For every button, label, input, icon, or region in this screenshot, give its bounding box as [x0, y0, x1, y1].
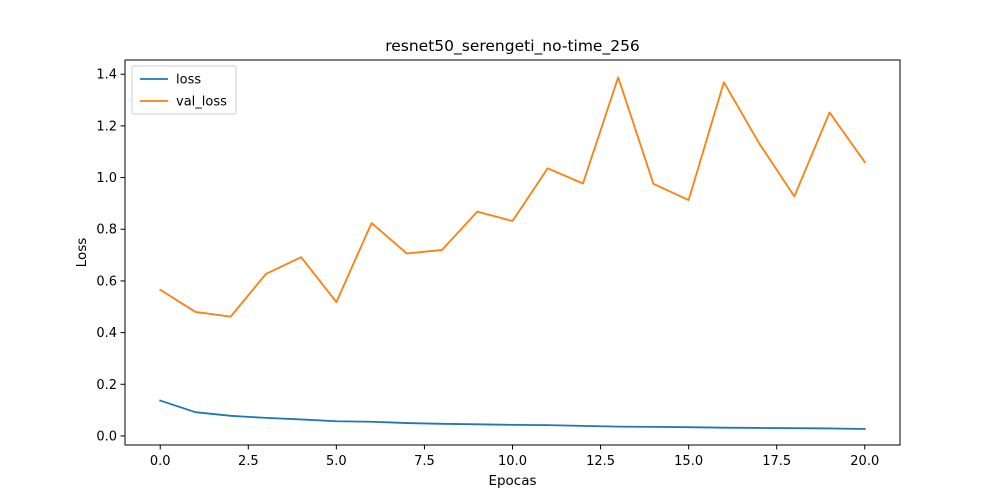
axes-frame	[124, 59, 901, 446]
legend-entry-label: val_loss	[176, 95, 227, 110]
x-tick-label: 20.0	[850, 454, 879, 469]
y-axis-label: Loss	[74, 238, 90, 268]
x-tick-label: 5.0	[326, 454, 347, 469]
y-tick-label: 0.4	[96, 326, 117, 341]
y-tick-label: 0.2	[96, 378, 117, 393]
y-tick-label: 0.8	[96, 223, 117, 238]
plot-area	[124, 59, 901, 446]
chart-title: resnet50_serengeti_no-time_256	[385, 37, 640, 56]
x-tick-label: 2.5	[238, 454, 259, 469]
x-tick-label: 10.0	[498, 454, 527, 469]
y-tick-label: 1.4	[96, 68, 117, 83]
legend-entry-label: loss	[176, 73, 201, 88]
series-line-loss	[159, 399, 866, 430]
legend-box	[131, 65, 237, 115]
x-tick-label: 0.0	[150, 454, 171, 469]
x-axis-ticks: 0.0 2.5 5.0 7.5 10.0 12.5 15.0 17.5 20.0	[150, 445, 879, 469]
y-tick-label: 1.0	[96, 171, 117, 186]
y-tick-label: 0.0	[96, 429, 117, 444]
series-line-val-loss	[158, 76, 867, 318]
y-tick-label: 1.2	[96, 119, 117, 134]
y-axis-ticks: 0.0 0.2 0.4 0.6 0.8 1.0 1.2 1.4	[96, 68, 125, 444]
x-tick-label: 7.5	[414, 454, 435, 469]
y-tick-label: 0.6	[96, 274, 117, 289]
legend: loss val_loss	[131, 65, 237, 115]
x-tick-label: 15.0	[674, 454, 703, 469]
x-tick-label: 12.5	[586, 454, 615, 469]
x-axis-label: Epocas	[488, 473, 536, 489]
series-layer	[158, 76, 867, 430]
x-tick-label: 17.5	[762, 454, 791, 469]
